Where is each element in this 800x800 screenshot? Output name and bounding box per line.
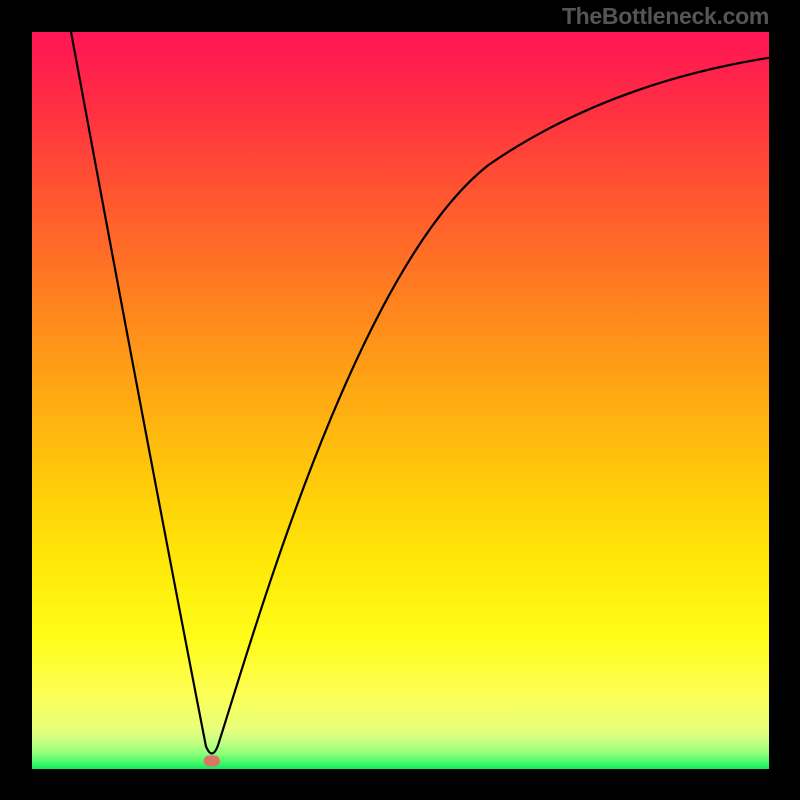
- chart-container: TheBottleneck.com: [0, 0, 800, 800]
- watermark-text: TheBottleneck.com: [562, 3, 769, 30]
- bottleneck-curve: [71, 32, 769, 754]
- chart-curve-layer: [0, 0, 800, 800]
- minimum-marker: [204, 755, 220, 766]
